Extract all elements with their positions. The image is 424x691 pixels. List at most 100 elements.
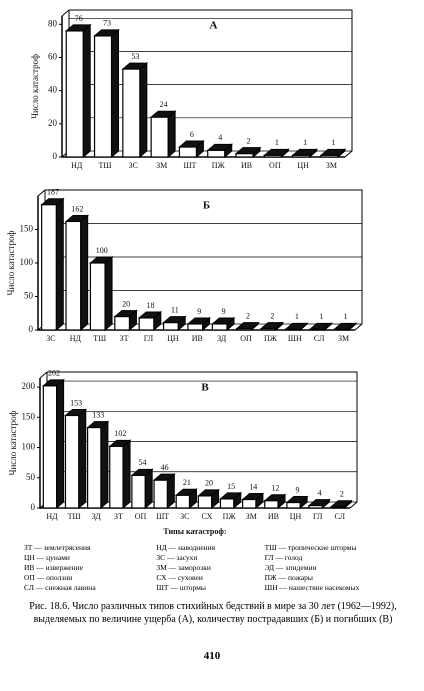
x-tick-label: ШТ [156,512,169,521]
value-label: 187 [47,188,59,197]
x-tick-label: ЦН [290,512,302,521]
bar-side [104,255,113,332]
frame-back [47,371,358,509]
bar [42,385,58,509]
value-label: 4 [318,488,322,497]
abbreviation: НД — наводнения [156,543,216,552]
value-label: 20 [122,299,130,308]
bar [87,426,102,509]
bar [284,328,301,331]
bar [114,316,131,331]
bar [260,328,277,331]
y-tick-label: 60 [48,52,58,62]
value-label: 102 [114,429,126,438]
bar [175,494,191,509]
value-label: 15 [227,482,235,491]
x-tick-label: ЗМ [326,161,337,170]
x-tick-label: ГЛ [144,334,154,343]
value-label: 202 [48,369,60,378]
y-tick-label: 100 [22,442,36,452]
abbreviation: ОП — оползни [24,573,73,582]
x-tick-label: НД [71,161,83,170]
abbreviation: ЭД — эпидемии [264,563,317,572]
bar [187,323,204,331]
bar [292,154,311,158]
x-tick-label: ШН [288,334,302,343]
abbreviation: ЗТ — землетрясения [24,543,91,552]
x-tick-label: ИВ [192,334,203,343]
bar [138,317,155,331]
bar-side [122,439,131,510]
y-tick-label: 0 [31,502,36,512]
bar-side [56,378,65,510]
y-tick-label: 50 [24,291,34,301]
y-tick-label: 150 [22,411,36,421]
value-label: 9 [197,307,201,316]
frame [39,378,350,509]
value-label: 6 [190,130,194,139]
x-tick-label: ИВ [241,161,252,170]
value-label: 20 [205,479,213,488]
x-tick-label: СХ [202,512,213,521]
bar [122,68,141,158]
value-label: 46 [161,463,169,472]
x-tick-label: ЗТ [114,512,123,521]
x-tick-label: ЦН [167,334,179,343]
x-tick-label: ЗМ [246,512,257,521]
value-label: 100 [96,246,108,255]
abbreviation-legend: ЗТ — землетрясения НД — наводнения ТШ — тр… [24,543,409,593]
value-label: 1 [319,312,323,321]
bar [41,204,57,331]
value-label: 24 [160,100,168,109]
bar [235,153,254,158]
x-tick-label: ГЛ [313,512,323,521]
abbreviation: ТШ — тропические штормы [264,543,357,552]
bar-side [100,420,109,510]
value-label: 1 [331,138,335,147]
bar [65,30,84,158]
y-tick-label: 200 [22,381,36,391]
bar [309,328,326,331]
abbreviation: ПЖ — пожары [264,573,313,582]
bar [211,323,228,331]
x-tick-label: СЛ [335,512,346,521]
bar-top [235,322,260,330]
x-tick-label: ПЖ [212,161,226,170]
bar [64,414,80,509]
value-label: 73 [103,19,111,28]
y-tick-label: 0 [29,324,34,334]
y-tick-label: 50 [26,472,36,482]
y-tick-label: 40 [48,85,58,95]
y-tick-label: 150 [20,224,34,234]
value-label: 14 [249,482,257,491]
value-label: 1 [344,312,348,321]
x-tick-label: ТШ [68,512,81,521]
bar-top [259,322,285,330]
bar [65,220,82,331]
abbreviation: ШН — нашествие насекомых [264,583,360,592]
bar [197,495,213,509]
frame-back [69,9,353,158]
bar-side [78,408,87,510]
frame-edge [39,371,48,379]
y-tick-label: 80 [48,18,58,28]
x-tick-label: ЗС [129,161,138,170]
x-tick-label: ЦН [297,161,309,170]
caption: Рис. 18.6. Число различных типов стихийн… [29,601,397,625]
bar [242,498,257,509]
bar [320,154,339,158]
x-tick-label: СЛ [314,334,325,343]
x-tick-label: НД [46,512,58,521]
x-tick-label: НД [70,334,82,343]
abbreviation: ЗМ — заморозки [156,563,211,572]
x-tick-label: ЗМ [338,334,349,343]
x-tick-label: ОП [269,161,281,170]
abbreviation: СХ — суховеи [156,573,203,582]
value-label: 18 [147,301,155,310]
x-tick-label: ИВ [268,512,279,521]
abbreviation: ИВ — извержение [24,563,83,572]
chart-title: А [210,20,218,32]
bar [219,498,235,509]
